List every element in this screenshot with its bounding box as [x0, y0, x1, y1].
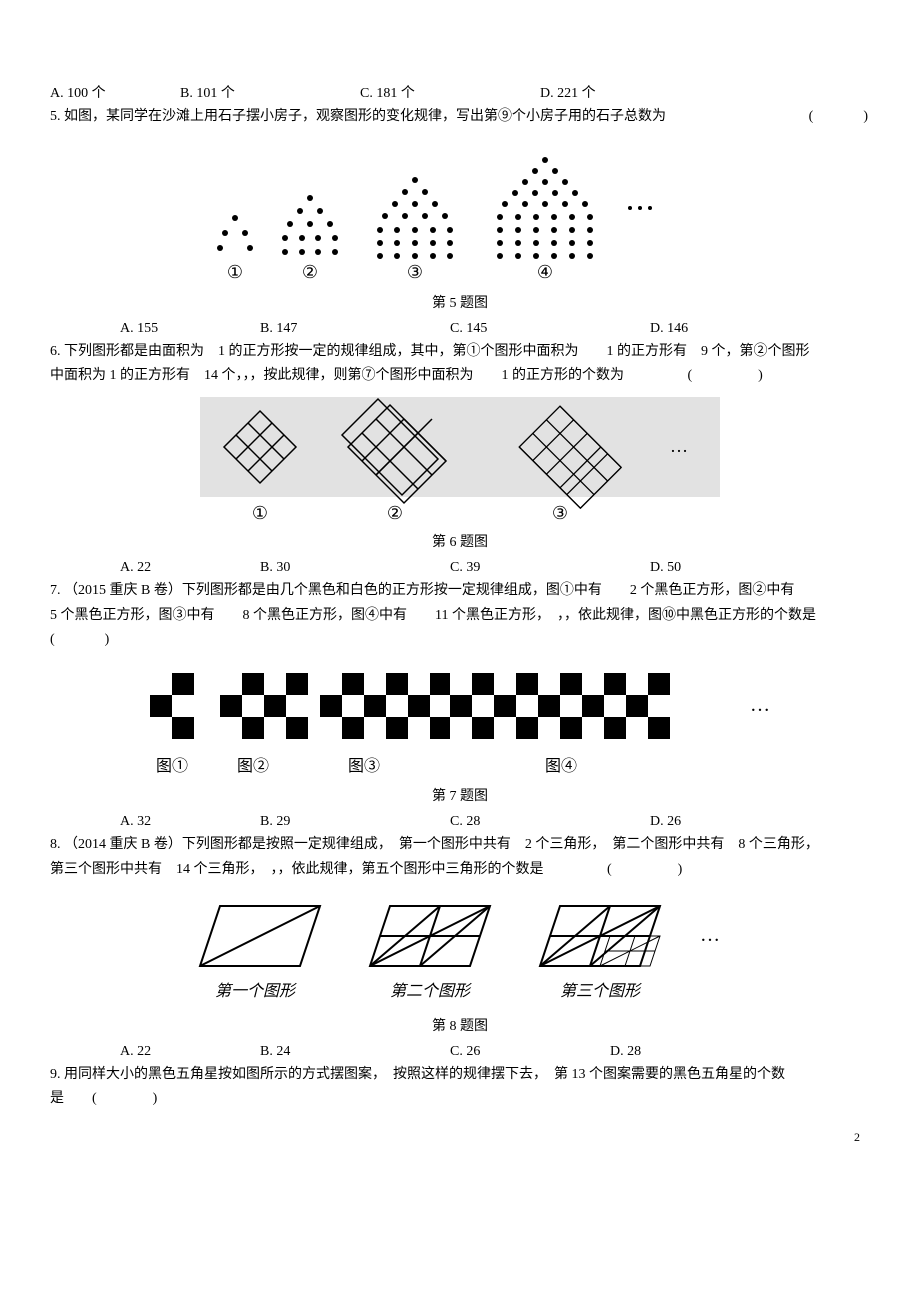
q7-caption: 第 7 题图	[50, 785, 870, 805]
q7-options: A. 32 B. 29 C. 28 D. 26	[50, 811, 870, 831]
q7-opt-c: C. 28	[450, 811, 480, 833]
svg-text:图④: 图④	[545, 757, 577, 775]
q7-paren: ( )	[50, 632, 111, 647]
q7-opt-b: B. 29	[260, 811, 290, 833]
q6-num: 6.	[50, 344, 61, 359]
q8-opt-d: D. 28	[610, 1041, 641, 1063]
svg-text:②: ②	[302, 262, 318, 282]
q7-figure: … 图① 图② 图③ 图④ (function(){ var s=22; fun…	[50, 661, 870, 781]
q8-body-a: （2014 重庆 B 卷）下列图形都是按照一定规律组成， 第一个图形中共有 2 …	[64, 837, 819, 852]
q5-figure: ① ② ③ ④	[50, 138, 870, 288]
svg-text:…: …	[750, 694, 770, 716]
q7-num: 7.	[50, 583, 61, 598]
q6-line1: 6. 下列图形都是由面积为 1 的正方形按一定的规律组成，其中，第①个图形中面积…	[50, 341, 870, 363]
q6-opt-a: A. 22	[120, 557, 151, 579]
svg-text:第二个图形: 第二个图形	[390, 982, 472, 1000]
page-number: 2	[50, 1130, 870, 1145]
q7-body-b: 5 个黑色正方形，图③中有 8 个黑色正方形，图④中有 11 个黑色正方形， ，…	[50, 608, 816, 623]
q8-num: 8.	[50, 837, 61, 852]
q8-caption: 第 8 题图	[50, 1015, 870, 1035]
q8-body-b: 第三个图形中共有 14 个三角形， ，，依此规律，第五个图形中三角形的个数是	[50, 862, 544, 877]
svg-text:图②: 图②	[237, 757, 269, 775]
q6-paren: ( )	[688, 368, 765, 383]
q8-figure: … 第一个图形 第二个图形 第三个图形	[50, 891, 870, 1011]
q4-options: A. 100 个 B. 101 个 C. 181 个 D. 221 个	[50, 83, 870, 103]
q7-opt-a: A. 32	[120, 811, 151, 833]
q5-body: 如图，某同学在沙滩上用石子摆小房子，观察图形的变化规律，写出第⑨个小房子用的石子…	[64, 109, 666, 124]
q9-body-a: 用同样大小的黑色五角星按如图所示的方式摆图案， 按照这样的规律摆下去， 第 13…	[64, 1067, 785, 1082]
svg-text:①: ①	[252, 503, 268, 523]
svg-text:①: ①	[227, 262, 243, 282]
q6-opt-b: B. 30	[260, 557, 290, 579]
q7-body-a: （2015 重庆 B 卷）下列图形都是由几个黑色和白色的正方形按一定规律组成，图…	[64, 583, 794, 598]
q8-opt-c: C. 26	[450, 1041, 480, 1063]
q6-line2: 中面积为 1 的正方形有 14 个，，，按此规律，则第⑦个图形中面积为 1 的正…	[50, 365, 870, 387]
svg-text:③: ③	[407, 262, 423, 282]
q4-opt-d: D. 221 个	[540, 83, 596, 105]
q5-opt-c: C. 145	[450, 318, 487, 340]
q7-line2: 5 个黑色正方形，图③中有 8 个黑色正方形，图④中有 11 个黑色正方形， ，…	[50, 605, 870, 627]
q9-line2: 是 ( )	[50, 1088, 870, 1110]
q5-num: 5.	[50, 109, 61, 124]
q8-line1: 8. （2014 重庆 B 卷）下列图形都是按照一定规律组成， 第一个图形中共有…	[50, 834, 870, 856]
q6-opt-c: C. 39	[450, 557, 480, 579]
svg-text:第三个图形: 第三个图形	[560, 982, 642, 1000]
q6-caption: 第 6 题图	[50, 531, 870, 551]
q6-body-b: 中面积为 1 的正方形有 14 个，，，按此规律，则第⑦个图形中面积为 1 的正…	[50, 368, 624, 383]
q5-opt-a: A. 155	[120, 318, 158, 340]
q5-caption: 第 5 题图	[50, 292, 870, 312]
q8-line2: 第三个图形中共有 14 个三角形， ，，依此规律，第五个图形中三角形的个数是 (…	[50, 859, 870, 881]
svg-text:③: ③	[552, 503, 568, 523]
svg-text:第一个图形: 第一个图形	[215, 982, 297, 1000]
svg-text:…: …	[700, 924, 720, 946]
svg-text:…: …	[670, 436, 688, 456]
q9-num: 9.	[50, 1067, 61, 1082]
q4-opt-a: A. 100 个	[50, 83, 106, 105]
q5-options: A. 155 B. 147 C. 145 D. 146	[50, 318, 870, 338]
q6-options: A. 22 B. 30 C. 39 D. 50	[50, 557, 870, 577]
q9-body-b: 是 ( )	[50, 1091, 157, 1106]
q9-line1: 9. 用同样大小的黑色五角星按如图所示的方式摆图案， 按照这样的规律摆下去， 第…	[50, 1064, 870, 1086]
q5-opt-b: B. 147	[260, 318, 297, 340]
q7-paren-line: ( )	[50, 629, 870, 651]
q7-line1: 7. （2015 重庆 B 卷）下列图形都是由几个黑色和白色的正方形按一定规律组…	[50, 580, 870, 602]
q6-opt-d: D. 50	[650, 557, 681, 579]
q5-text: 5. 如图，某同学在沙滩上用石子摆小房子，观察图形的变化规律，写出第⑨个小房子用…	[50, 106, 870, 128]
q6-body-a: 下列图形都是由面积为 1 的正方形按一定的规律组成，其中，第①个图形中面积为 1…	[64, 344, 810, 359]
q6-figure: … ① ② ③	[50, 397, 870, 527]
svg-text:④: ④	[537, 262, 553, 282]
q5-paren: ( )	[809, 106, 870, 128]
q5-opt-d: D. 146	[650, 318, 688, 340]
q8-opt-b: B. 24	[260, 1041, 290, 1063]
q4-opt-b: B. 101 个	[180, 83, 235, 105]
q7-opt-d: D. 26	[650, 811, 681, 833]
q4-opt-c: C. 181 个	[360, 83, 415, 105]
q8-opt-a: A. 22	[120, 1041, 151, 1063]
svg-text:图③: 图③	[348, 757, 380, 775]
q8-options: A. 22 B. 24 C. 26 D. 28	[50, 1041, 870, 1061]
svg-text:图①: 图①	[156, 757, 188, 775]
q8-paren: ( )	[607, 862, 684, 877]
svg-text:②: ②	[387, 503, 403, 523]
